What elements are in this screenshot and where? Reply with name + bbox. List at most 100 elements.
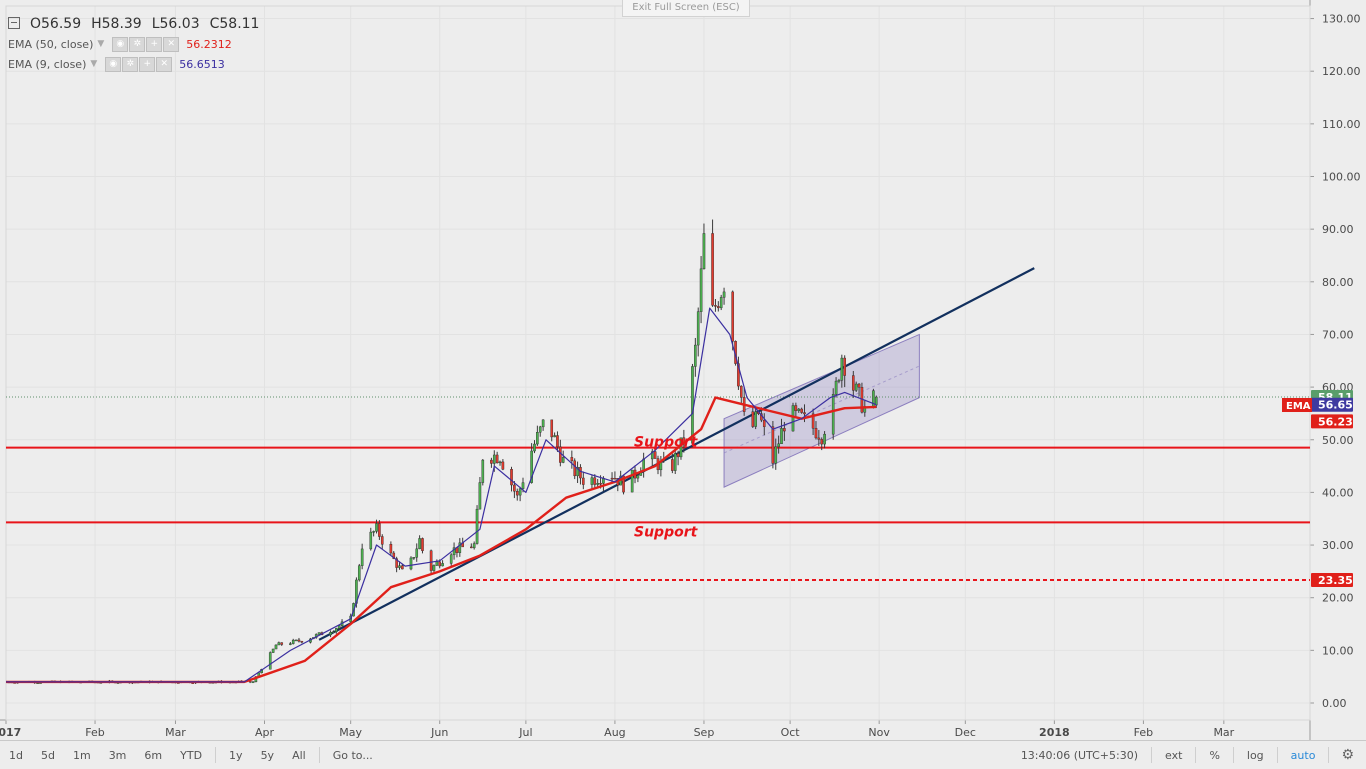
ema9-legend[interactable]: EMA (9, close) ▼ ◉ ✲ + ✕ 56.6513	[8, 54, 269, 74]
price-tick-label: 10.00	[1322, 644, 1354, 657]
price-tick-label: 20.00	[1322, 592, 1354, 605]
candle	[834, 380, 838, 395]
extended-hours-toggle[interactable]: ext	[1165, 748, 1183, 762]
candle	[636, 475, 640, 479]
ema9-eye-icon[interactable]: ◉	[105, 56, 122, 72]
candle	[576, 467, 579, 477]
time-tick-label: Feb	[1134, 726, 1153, 739]
candle	[337, 625, 341, 629]
ema-tag-label: EMA	[1286, 401, 1311, 412]
level-axis-label-bg	[1311, 573, 1353, 588]
ema50-line[interactable]	[6, 396, 877, 684]
high-value: H58.39	[91, 16, 142, 32]
candle	[329, 632, 332, 636]
settings-gear-icon[interactable]: ⚙	[1341, 747, 1354, 763]
candle	[498, 461, 502, 464]
candle	[783, 428, 786, 432]
candle	[777, 443, 780, 447]
candle	[435, 561, 439, 566]
range-1m-button[interactable]: 1m	[72, 748, 91, 762]
candle	[843, 357, 846, 376]
candle	[251, 681, 255, 684]
candle	[737, 363, 740, 387]
auto-scale-toggle[interactable]: auto	[1290, 748, 1316, 762]
range-5y-button[interactable]: 5y	[260, 748, 275, 762]
trendline[interactable]	[318, 267, 1035, 641]
price-tick-label: 50.00	[1322, 434, 1354, 447]
ema50-gear-icon[interactable]: ✲	[129, 36, 146, 52]
time-tick-label: May	[339, 726, 362, 739]
support-label-lower: Support	[634, 524, 699, 540]
candle	[561, 457, 565, 463]
candle	[449, 554, 453, 564]
candle	[521, 482, 525, 489]
candle	[599, 483, 602, 485]
candle	[579, 467, 582, 479]
price-tick-label: 130.00	[1322, 13, 1361, 26]
time-tick-label: Feb	[85, 726, 104, 739]
candle	[533, 443, 536, 452]
range-all-button[interactable]: All	[292, 748, 306, 762]
price-tick-label: 120.00	[1322, 65, 1361, 78]
range-1d-button[interactable]: 1d	[9, 748, 23, 762]
ema9-axis-label-bg	[1311, 397, 1353, 412]
candle	[332, 631, 335, 633]
range-ytd-button[interactable]: YTD	[180, 748, 203, 762]
candle	[389, 544, 393, 554]
range-1y-button[interactable]: 1y	[229, 748, 243, 762]
divider	[1276, 747, 1278, 763]
candle	[490, 459, 493, 464]
candle	[415, 548, 419, 558]
range-5d-button[interactable]: 5d	[40, 748, 55, 762]
candle	[409, 557, 413, 570]
clock-timezone[interactable]: 13:40:06 (UTC+5:30)	[1020, 748, 1139, 762]
ema9-chevron-down-icon[interactable]: ▼	[90, 59, 98, 69]
candle	[452, 547, 456, 556]
candle	[762, 419, 766, 427]
ema9-plus-icon[interactable]: +	[139, 56, 156, 72]
candle	[291, 639, 295, 644]
ema9-axis-label: 56.65	[1318, 399, 1353, 412]
price-tick-label: 100.00	[1322, 171, 1361, 184]
candle	[650, 451, 654, 460]
candle	[530, 450, 533, 483]
candle	[854, 383, 858, 391]
candle	[375, 523, 378, 532]
divider	[1151, 747, 1153, 763]
ema50-eye-icon[interactable]: ◉	[112, 36, 129, 52]
candle	[481, 459, 485, 483]
chart-area[interactable]: 130.00120.00110.00100.0090.0080.0070.006…	[0, 0, 1366, 740]
ema50-chevron-down-icon[interactable]: ▼	[97, 39, 105, 49]
candle	[553, 435, 556, 438]
goto-date-button[interactable]: Go to...	[332, 748, 373, 762]
collapse-legend-icon[interactable]	[8, 17, 20, 29]
ema9-close-icon[interactable]: ✕	[156, 56, 173, 72]
ema50-close-icon[interactable]: ✕	[163, 36, 180, 52]
candle	[714, 305, 717, 307]
candle	[372, 531, 375, 533]
range-6m-button[interactable]: 6m	[144, 748, 163, 762]
ema50-plus-icon[interactable]: +	[146, 36, 163, 52]
percent-scale-toggle[interactable]: %	[1209, 748, 1220, 762]
divider	[215, 747, 217, 763]
candle	[613, 478, 617, 480]
ema50-legend[interactable]: EMA (50, close) ▼ ◉ ✲ + ✕ 56.2312	[8, 34, 269, 54]
divider	[1195, 747, 1197, 763]
support-label-upper: Support	[634, 435, 699, 451]
ema9-gear-icon[interactable]: ✲	[122, 56, 139, 72]
ema50-axis-label: 56.23	[1318, 415, 1353, 428]
range-3m-button[interactable]: 3m	[108, 748, 127, 762]
ema9-line[interactable]	[6, 307, 877, 683]
candle	[840, 357, 844, 381]
log-scale-toggle[interactable]: log	[1246, 748, 1264, 762]
candle	[475, 508, 479, 544]
candle	[536, 432, 539, 445]
candle	[622, 475, 625, 493]
time-tick-label: 2017	[0, 726, 21, 739]
candle	[369, 531, 373, 550]
exit-fullscreen-button[interactable]: Exit Full Screen (ESC)	[622, 0, 750, 17]
candle	[335, 628, 338, 632]
candle	[671, 459, 674, 471]
candle	[360, 548, 364, 566]
candle	[774, 446, 778, 464]
